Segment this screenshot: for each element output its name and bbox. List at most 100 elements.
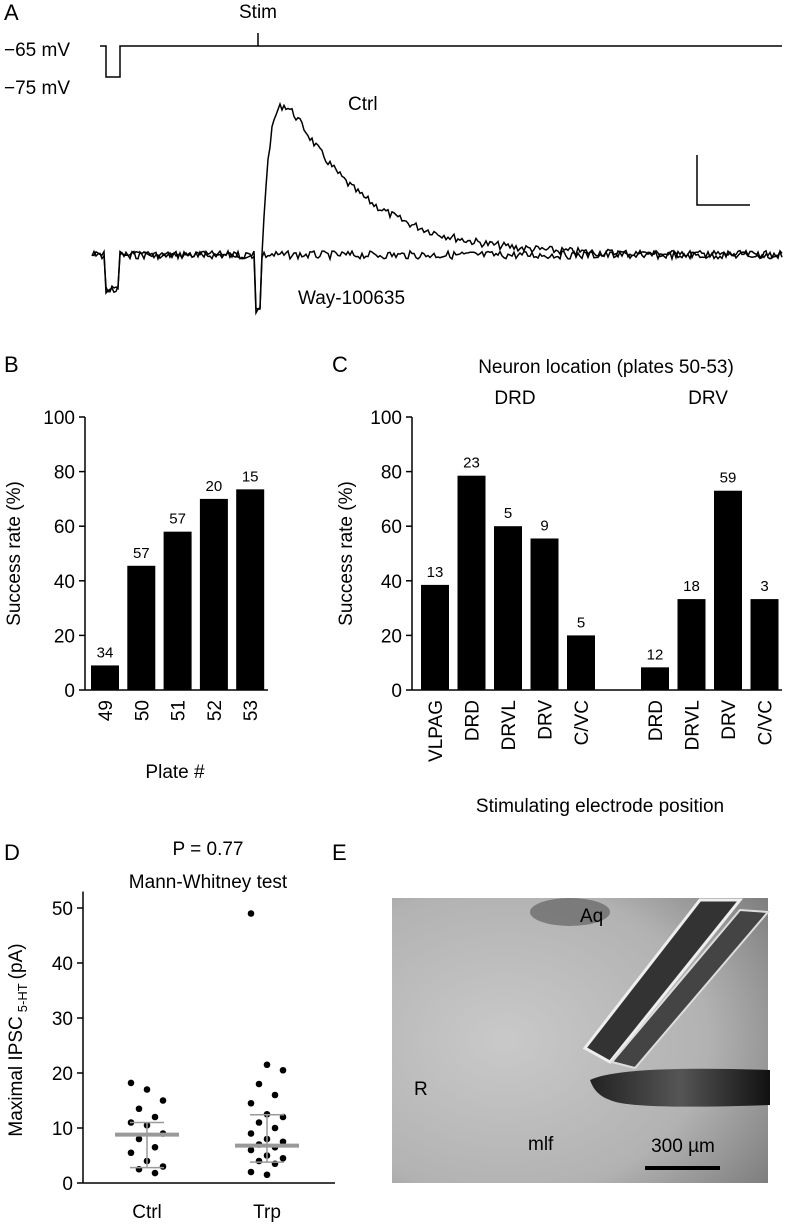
x-tick-label: Ctrl	[132, 1202, 162, 1223]
micrograph-feature	[530, 898, 610, 926]
data-point	[151, 1169, 159, 1177]
x-axis-label: Stimulating electrode position	[476, 796, 724, 817]
y-tick-label: 40	[52, 954, 73, 975]
data-point	[279, 1138, 287, 1146]
panel-letter: B	[4, 352, 19, 377]
y-axis-label: Success rate (%)	[336, 481, 357, 626]
data-point	[135, 1135, 143, 1143]
pipette	[582, 898, 744, 1064]
trace	[91, 249, 783, 316]
bar	[714, 490, 742, 690]
data-point	[247, 1130, 255, 1137]
data-point	[263, 1171, 271, 1179]
y-axis-label: Success rate (%)	[4, 481, 25, 626]
y-tick-label: 100	[43, 408, 75, 429]
count-label: 3	[760, 578, 768, 595]
y-tick-label: 100	[370, 408, 402, 429]
count-label: 12	[647, 646, 664, 663]
data-point	[159, 1097, 167, 1104]
x-tick-label: DRVL	[499, 700, 520, 750]
bar	[163, 531, 192, 690]
drug-label: Way-100635	[298, 288, 405, 309]
bar	[494, 526, 522, 690]
count-label: 57	[133, 545, 150, 562]
data-point	[247, 1146, 255, 1154]
panel-letter: A	[4, 0, 19, 25]
image-label: Aq	[580, 906, 603, 927]
data-point	[255, 1080, 263, 1088]
y-label-unit: (pA)	[6, 943, 27, 979]
y-tick-label: 60	[54, 517, 75, 538]
count-label: 5	[577, 614, 585, 631]
pipette	[610, 908, 771, 1070]
group-label: DRV	[688, 388, 728, 409]
x-tick-label: 52	[205, 700, 226, 721]
y-tick-label: 80	[54, 463, 75, 484]
x-tick-label: DRV	[536, 700, 557, 740]
panel-letter: C	[332, 352, 348, 377]
x-tick-label: VLPAG	[426, 700, 447, 762]
x-tick-label: 49	[96, 700, 117, 721]
data-point	[143, 1086, 151, 1093]
x-tick-label: 51	[169, 700, 190, 721]
x-tick-label: C/VC	[572, 700, 593, 745]
count-label: 5	[504, 505, 512, 522]
data-point	[279, 1154, 287, 1162]
count-label: 59	[720, 470, 737, 487]
y-label-sub: 5-HT	[15, 983, 30, 1012]
x-tick-label: 50	[132, 700, 153, 721]
data-point	[127, 1079, 135, 1087]
y-tick-label: 20	[52, 1064, 73, 1085]
x-tick-label: DRVL	[683, 700, 704, 750]
x-tick-label: C/VC	[756, 700, 777, 745]
chart-title: P = 0.77	[173, 839, 244, 860]
y-tick-label: 60	[381, 517, 402, 538]
data-point	[159, 1163, 167, 1170]
y-tick-label: 40	[381, 572, 402, 593]
bar	[236, 489, 265, 690]
y-tick-label: 10	[52, 1119, 73, 1140]
count-label: 9	[540, 517, 548, 534]
y-tick-label: 0	[64, 681, 75, 702]
y-tick-label: 30	[52, 1009, 73, 1030]
data-point	[279, 1066, 287, 1074]
count-label: 15	[242, 468, 259, 485]
count-label: 18	[683, 578, 700, 595]
hold-label: −65 mV	[4, 40, 70, 61]
data-point	[247, 910, 255, 917]
x-axis-label: Plate #	[145, 762, 205, 783]
step-label: −75 mV	[4, 78, 70, 99]
data-point	[263, 1061, 271, 1069]
x-tick-label: DRD	[646, 700, 667, 741]
chart-title: Neuron location (plates 50-53)	[478, 357, 734, 378]
data-point	[271, 1124, 279, 1132]
x-tick-label: Trp	[253, 1202, 281, 1223]
bar	[530, 538, 559, 690]
y-tick-label: 40	[54, 572, 75, 593]
panel-letter: D	[4, 840, 20, 865]
count-label: 34	[97, 644, 114, 661]
scale-bar	[696, 155, 750, 206]
data-point	[271, 1091, 279, 1099]
bar	[641, 667, 669, 690]
y-tick-label: 20	[54, 626, 75, 647]
count-label: 57	[169, 511, 186, 528]
panel-letter: E	[332, 840, 347, 865]
data-point	[151, 1113, 159, 1121]
stim-label: Stim	[239, 2, 277, 23]
image-label: 300 µm	[651, 1136, 715, 1157]
y-axis-label: Maximal IPSC 5-HT (pA)	[6, 943, 30, 1136]
y-tick-label: 0	[391, 681, 402, 702]
bar	[199, 498, 228, 690]
bar	[677, 599, 706, 690]
count-label: 13	[427, 564, 444, 581]
data-point	[135, 1105, 143, 1113]
data-point	[247, 1168, 255, 1176]
count-label: 23	[463, 455, 480, 472]
data-point	[151, 1143, 159, 1151]
y-tick-label: 50	[52, 899, 73, 920]
bar	[127, 565, 156, 690]
voltage-protocol	[100, 45, 782, 78]
bar	[91, 665, 119, 690]
